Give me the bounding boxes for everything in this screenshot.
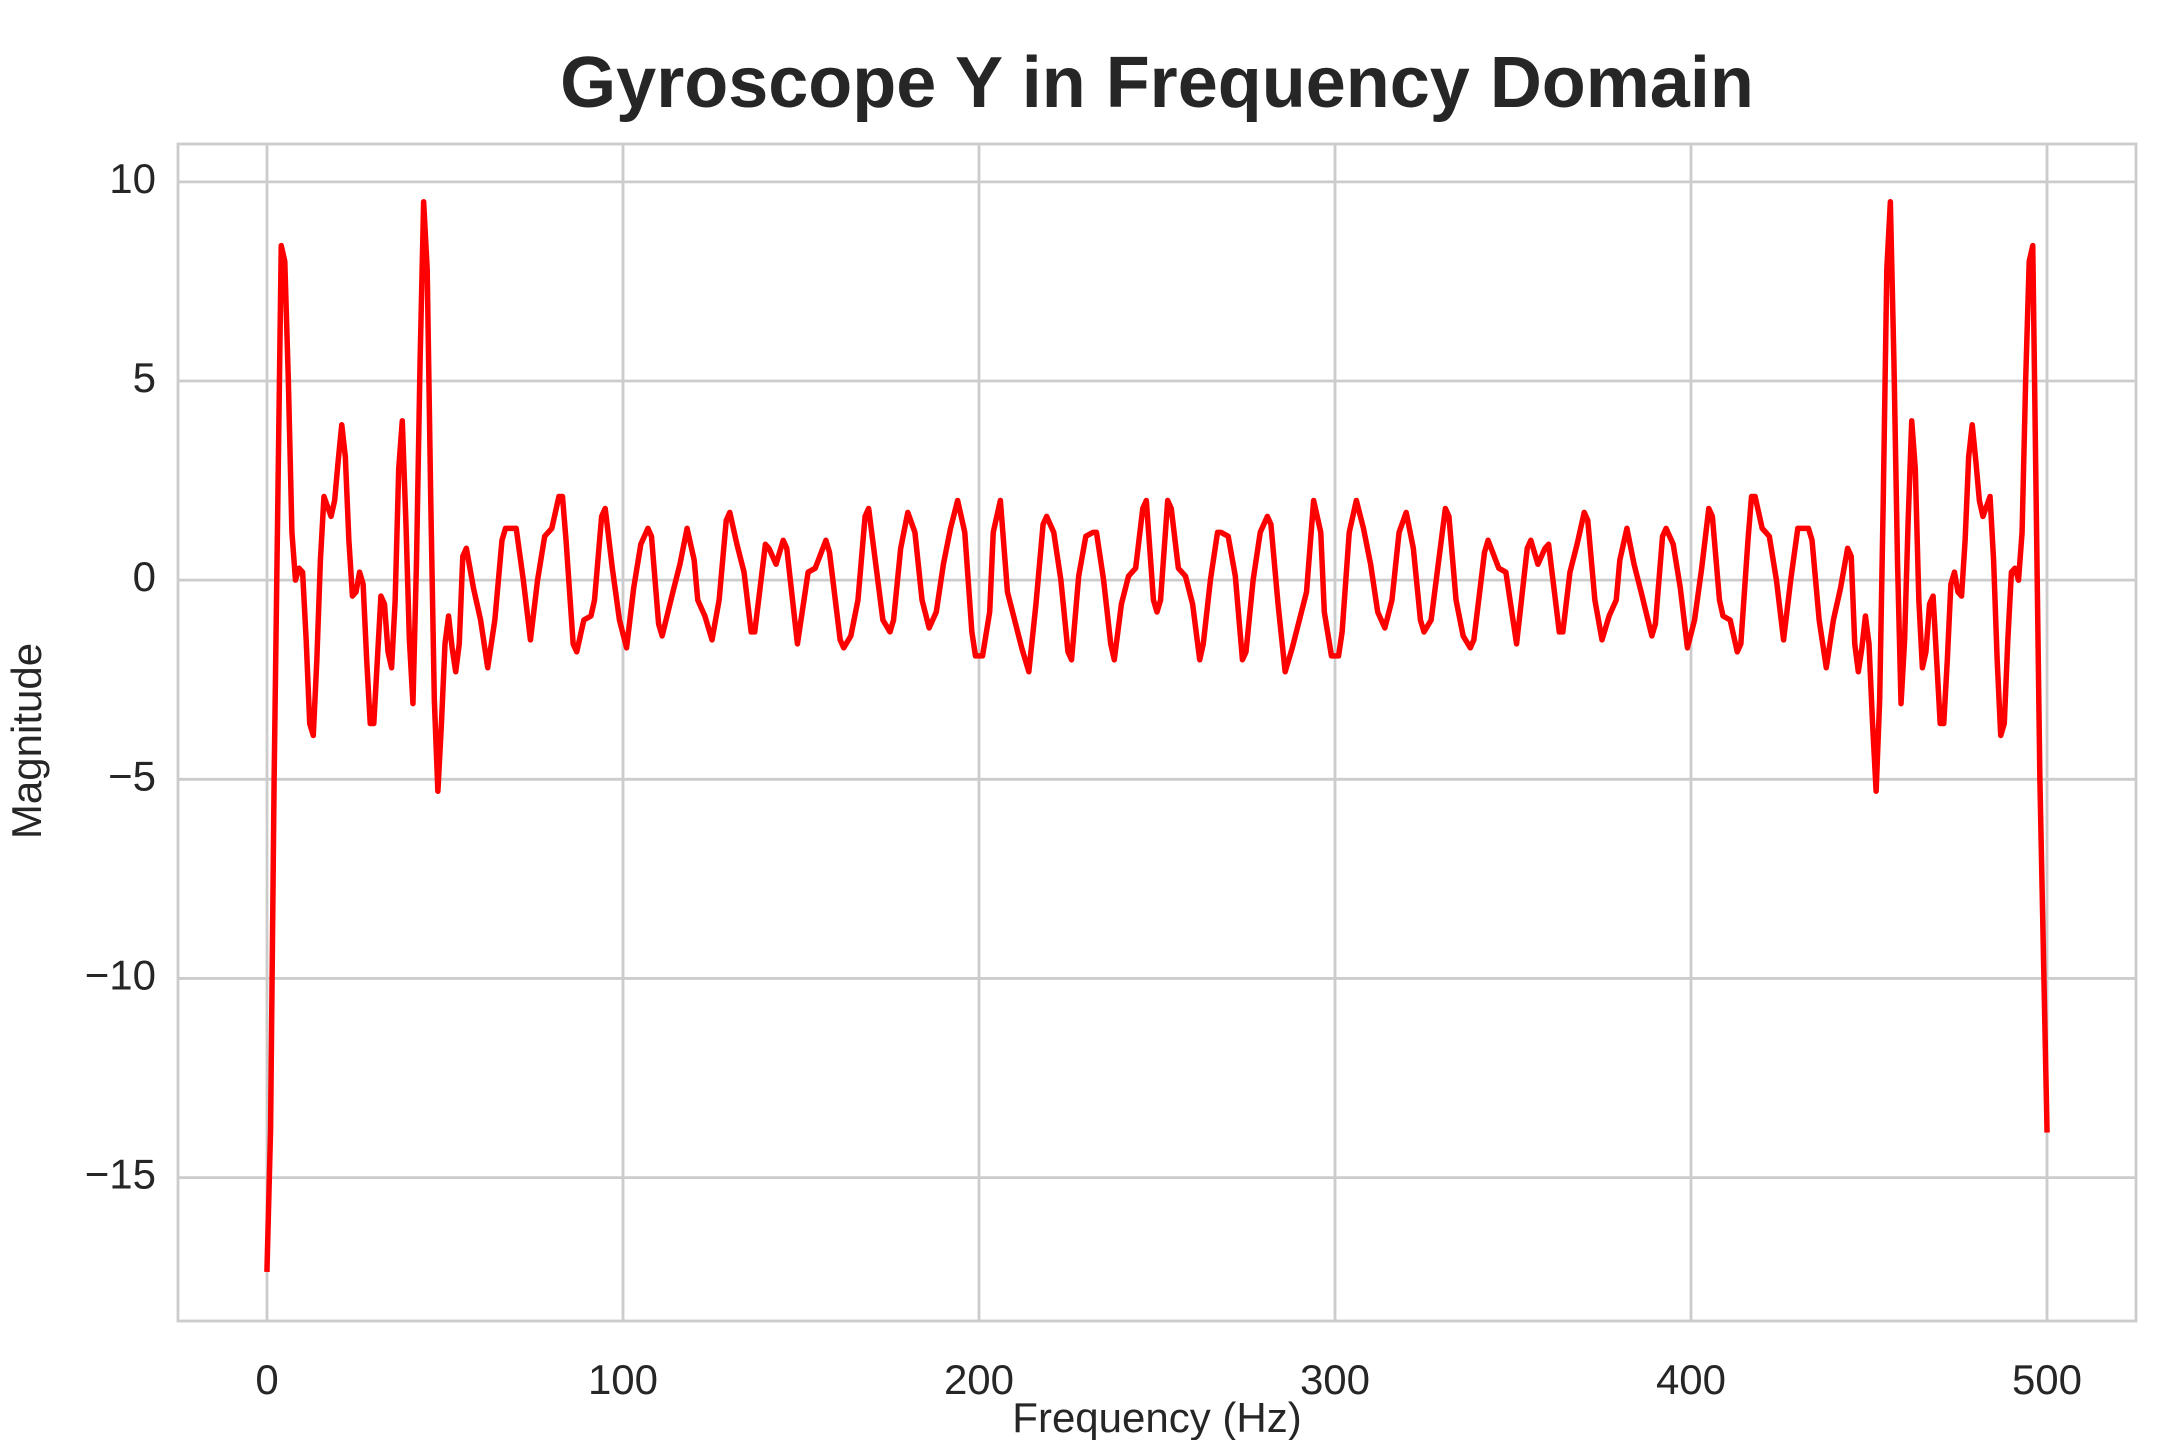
x-tick-label: 100 [588, 1356, 658, 1403]
x-tick-label: 200 [944, 1356, 1014, 1403]
data-line [264, 199, 2050, 1273]
x-tick-label: 400 [1656, 1356, 1726, 1403]
y-tick-label: −10 [85, 952, 156, 999]
chart-title: Gyroscope Y in Frequency Domain [560, 43, 1754, 123]
x-axis-label: Frequency (Hz) [1012, 1394, 1301, 1440]
y-tick-label: 10 [109, 155, 156, 202]
y-tick-label: −15 [85, 1151, 156, 1198]
y-tick-label: 0 [133, 553, 156, 600]
y-tick-label: −5 [108, 752, 156, 799]
y-axis-label: Magnitude [3, 643, 50, 839]
plot-frame [176, 142, 2138, 1323]
y-tick-label: 5 [133, 354, 156, 401]
x-tick-label: 300 [1300, 1356, 1370, 1403]
x-tick-label: 500 [2012, 1356, 2082, 1403]
x-tick-label: 0 [255, 1356, 278, 1403]
